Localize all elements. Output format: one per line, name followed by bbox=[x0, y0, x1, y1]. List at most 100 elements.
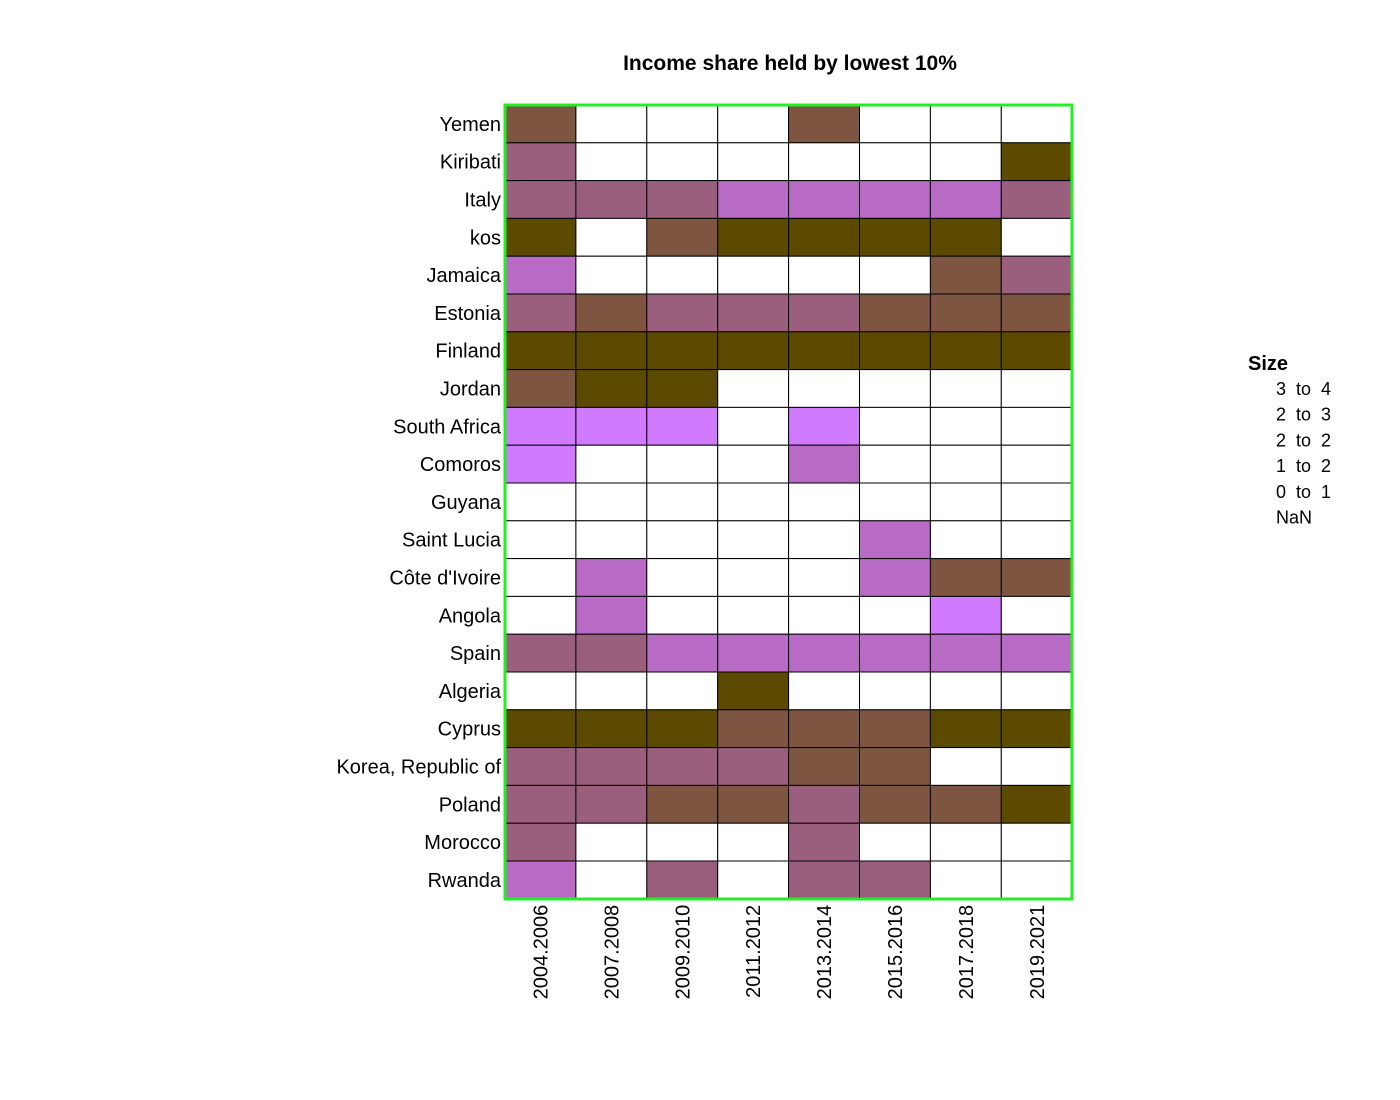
row-label-poland: Poland bbox=[439, 794, 501, 816]
heatmap-cell-poland-1 bbox=[575, 784, 648, 824]
heatmap-cell-kos-5 bbox=[859, 217, 931, 257]
heatmap-cell-morocco-4 bbox=[788, 822, 860, 862]
heatmap-cell-yemen-7 bbox=[1000, 104, 1073, 144]
heatmap-cell-rwanda-3 bbox=[717, 860, 790, 900]
heatmap-cell-guyana-5 bbox=[859, 482, 931, 522]
heatmap-cell-estonia-4 bbox=[788, 293, 860, 333]
row-label-spain: Spain bbox=[450, 643, 501, 665]
heatmap-cell-morocco-2 bbox=[646, 822, 719, 862]
heatmap-cell-rwanda-5 bbox=[859, 860, 931, 900]
heatmap-cell-finland-4 bbox=[788, 331, 860, 371]
heatmap-cell-italy-4 bbox=[788, 180, 860, 219]
heatmap-cell-korea-republic-of-1 bbox=[575, 747, 648, 786]
heatmap-cell-kos-4 bbox=[788, 217, 860, 257]
heatmap-cell-jamaica-2 bbox=[646, 255, 719, 295]
column-label-1: 2007.2008 bbox=[601, 905, 623, 1000]
heatmap-cell-kos-3 bbox=[717, 217, 790, 257]
heatmap-cell-cyprus-1 bbox=[575, 709, 648, 749]
heatmap-cell-spain-4 bbox=[788, 633, 860, 673]
heatmap-cell-cyprus-0 bbox=[504, 709, 577, 749]
heatmap-cell-south-africa-7 bbox=[1000, 406, 1073, 446]
row-label-jamaica: Jamaica bbox=[427, 265, 502, 287]
heatmap-cell-finland-1 bbox=[575, 331, 648, 371]
heatmap-cell-morocco-5 bbox=[859, 822, 931, 862]
heatmap-cell-korea-republic-of-3 bbox=[717, 747, 790, 786]
heatmap-cell-jordan-6 bbox=[929, 369, 1002, 408]
heatmap-cell-south-africa-3 bbox=[717, 406, 790, 446]
heatmap-cell-algeria-5 bbox=[859, 671, 931, 711]
legend-entry-0: 3 to 4 bbox=[1276, 379, 1331, 399]
heatmap-cell-cyprus-6 bbox=[929, 709, 1002, 749]
heatmap-cell-jamaica-5 bbox=[859, 255, 931, 295]
heatmap-cell-yemen-1 bbox=[575, 104, 648, 144]
heatmap-cell-morocco-0 bbox=[504, 822, 577, 862]
heatmap-cell-jordan-5 bbox=[859, 369, 931, 408]
heatmap-cell-italy-6 bbox=[929, 180, 1002, 219]
heatmap-cell-finland-6 bbox=[929, 331, 1002, 371]
heatmap-cell-saint-lucia-3 bbox=[717, 520, 790, 560]
heatmap-cell-jordan-2 bbox=[646, 369, 719, 408]
column-label-3: 2011.2012 bbox=[743, 905, 765, 998]
heatmap-cell-spain-3 bbox=[717, 633, 790, 673]
heatmap-cell-jamaica-7 bbox=[1000, 255, 1073, 295]
heatmap-cell-jamaica-6 bbox=[929, 255, 1002, 295]
heatmap-cell-italy-7 bbox=[1000, 180, 1073, 219]
heatmap-cell-comoros-5 bbox=[859, 444, 931, 484]
heatmap-cell-jamaica-3 bbox=[717, 255, 790, 295]
heatmap-cell-comoros-4 bbox=[788, 444, 860, 484]
heatmap-cell-morocco-7 bbox=[1000, 822, 1073, 862]
row-label-rwanda: Rwanda bbox=[428, 870, 502, 892]
heatmap-cell-saint-lucia-4 bbox=[788, 520, 860, 560]
heatmap-cell-angola-0 bbox=[504, 595, 577, 635]
heatmap-cell-spain-2 bbox=[646, 633, 719, 673]
heatmap-cell-guyana-3 bbox=[717, 482, 790, 522]
heatmap-cell-korea-republic-of-7 bbox=[1000, 747, 1073, 786]
legend-entry-4: 0 to 1 bbox=[1276, 482, 1331, 502]
heatmap-cell-angola-1 bbox=[575, 595, 648, 635]
heatmap-cell-jordan-7 bbox=[1000, 369, 1073, 408]
heatmap-cell-saint-lucia-0 bbox=[504, 520, 577, 560]
column-label-0: 2004.2006 bbox=[531, 905, 553, 1000]
heatmap-cell-saint-lucia-6 bbox=[929, 520, 1002, 560]
heatmap-cell-south-africa-4 bbox=[788, 406, 860, 446]
heatmap-cell-kos-0 bbox=[504, 217, 577, 257]
legend-entry-2: 2 to 2 bbox=[1276, 430, 1331, 450]
heatmap-cell-rwanda-1 bbox=[575, 860, 648, 900]
heatmap-cell-kiribati-7 bbox=[1000, 142, 1073, 182]
legend-entry-1: 2 to 3 bbox=[1276, 405, 1331, 425]
row-label-finland: Finland bbox=[435, 341, 501, 363]
heatmap-cell-kiribati-5 bbox=[859, 142, 931, 182]
heatmap-cell-angola-3 bbox=[717, 595, 790, 635]
heatmap-cell-yemen-6 bbox=[929, 104, 1002, 144]
legend: Size 3 to 4 2 to 3 2 to 2 1 to 2 0 to 1 NaN bbox=[1248, 353, 1331, 528]
heatmap-cell-italy-3 bbox=[717, 180, 790, 219]
heatmap-cell-estonia-0 bbox=[504, 293, 577, 333]
heatmap-cell-comoros-6 bbox=[929, 444, 1002, 484]
heatmap-cell-c-te-d-ivoire-6 bbox=[929, 558, 1002, 597]
heatmap-cell-poland-3 bbox=[717, 784, 790, 824]
heatmap-cell-comoros-1 bbox=[575, 444, 648, 484]
heatmap-cell-finland-3 bbox=[717, 331, 790, 371]
heatmap-cell-kos-1 bbox=[575, 217, 648, 257]
heatmap-cell-estonia-2 bbox=[646, 293, 719, 333]
heatmap-cell-angola-7 bbox=[1000, 595, 1073, 635]
heatmap-cell-spain-0 bbox=[504, 633, 577, 673]
heatmap-cell-c-te-d-ivoire-3 bbox=[717, 558, 790, 597]
heatmap-cells bbox=[504, 104, 1073, 900]
heatmap-cell-estonia-7 bbox=[1000, 293, 1073, 333]
heatmap-cell-yemen-5 bbox=[859, 104, 931, 144]
heatmap-cell-jamaica-4 bbox=[788, 255, 860, 295]
legend-entry-3: 1 to 2 bbox=[1276, 456, 1331, 476]
row-label-estonia: Estonia bbox=[434, 303, 502, 325]
heatmap-cell-cyprus-5 bbox=[859, 709, 931, 749]
heatmap-cell-rwanda-4 bbox=[788, 860, 860, 900]
heatmap-cell-spain-6 bbox=[929, 633, 1002, 673]
heatmap-cell-south-africa-1 bbox=[575, 406, 648, 446]
heatmap-cell-algeria-6 bbox=[929, 671, 1002, 711]
heatmap-cell-estonia-6 bbox=[929, 293, 1002, 333]
heatmap-cell-saint-lucia-2 bbox=[646, 520, 719, 560]
heatmap-cell-cyprus-7 bbox=[1000, 709, 1073, 749]
row-label-morocco: Morocco bbox=[424, 832, 501, 854]
heatmap-cell-c-te-d-ivoire-2 bbox=[646, 558, 719, 597]
